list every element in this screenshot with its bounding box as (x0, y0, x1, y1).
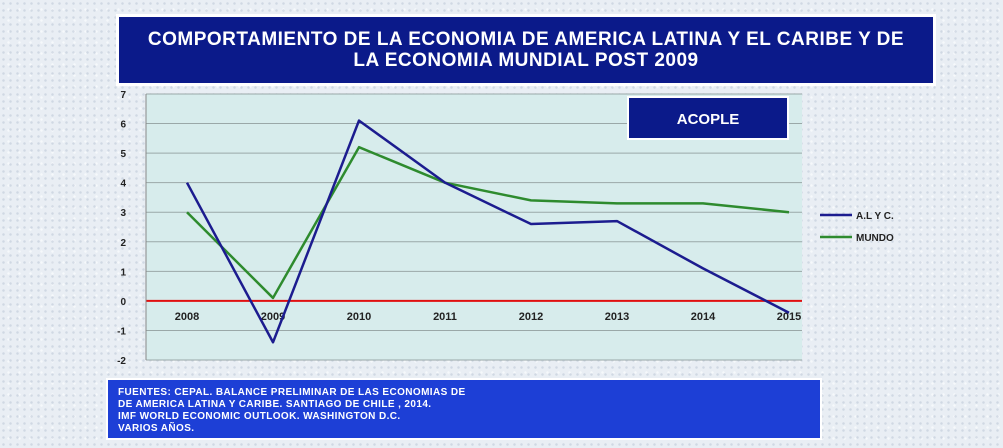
y-tick-label: 2 (120, 238, 126, 249)
y-tick-label: 1 (120, 267, 126, 278)
x-tick-label: 2012 (519, 311, 543, 323)
x-tick-labels: 2008 2009 2010 2011 2012 2013 2014 2015 (175, 311, 801, 323)
series-line-mundo (186, 145, 790, 300)
y-tick-label: 3 (120, 208, 126, 219)
y-tick-label: -2 (117, 356, 126, 367)
legend-label: MUNDO (856, 233, 894, 244)
legend-label: A.L Y C. (856, 211, 894, 222)
gridlines (146, 93, 802, 361)
source-note: FUENTES: CEPAL. BALANCE PRELIMINAR DE LA… (106, 378, 822, 440)
chart-title: COMPORTAMIENTO DE LA ECONOMIA DE AMERICA… (116, 14, 936, 86)
x-tick-label: 2010 (347, 311, 371, 323)
y-tick-label: -1 (117, 326, 126, 337)
annotation-label: ACOPLE (677, 111, 740, 128)
legend: A.L Y C. MUNDO (820, 211, 894, 244)
x-tick-label: 2015 (777, 311, 801, 323)
y-tick-label: 6 (120, 120, 126, 131)
annotation-acople: ACOPLE (627, 96, 789, 140)
x-tick-label: 2014 (691, 311, 716, 323)
y-tick-label: 4 (120, 179, 126, 190)
series-lines (185, 119, 790, 344)
x-tick-label: 2009 (261, 311, 285, 323)
y-tick-label: 0 (120, 297, 126, 308)
series-line-a-l-y-c (185, 119, 790, 344)
x-tick-label: 2013 (605, 311, 629, 323)
y-tick-label: 7 (120, 90, 126, 101)
x-tick-label: 2011 (433, 311, 457, 323)
y-tick-label: 5 (120, 149, 126, 160)
y-tick-labels: 7 6 5 4 3 2 1 0 -1 -2 (117, 90, 126, 367)
x-tick-label: 2008 (175, 311, 199, 323)
